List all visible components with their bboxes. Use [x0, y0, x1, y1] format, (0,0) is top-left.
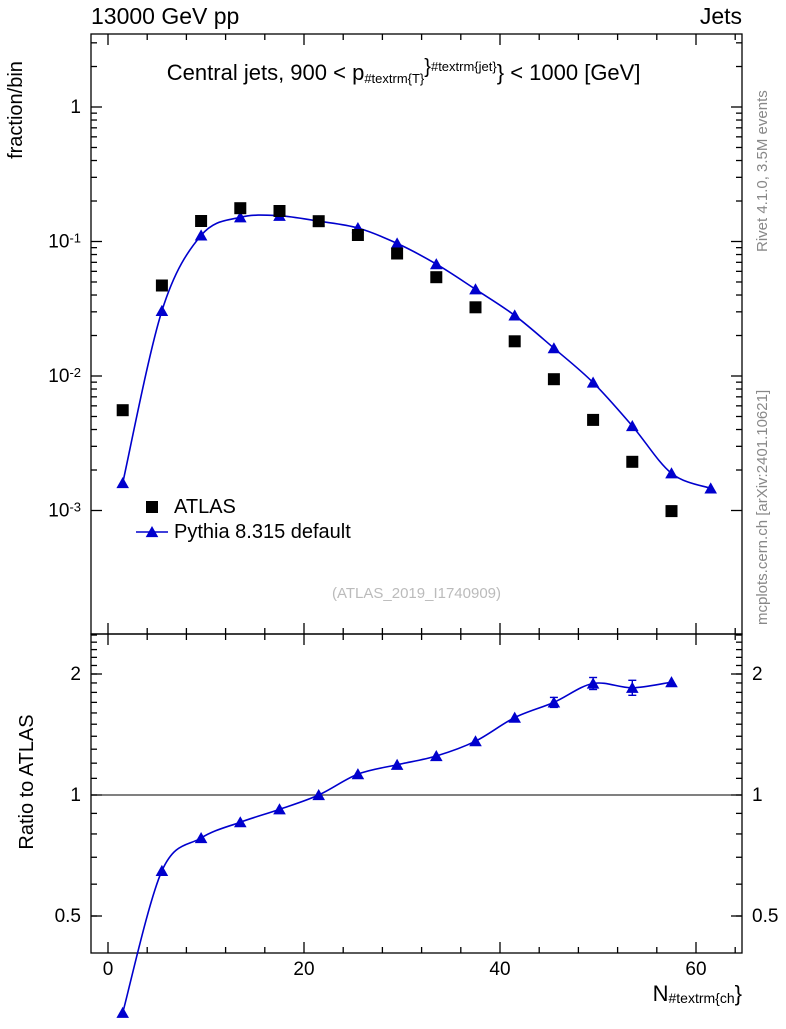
svg-text:(ATLAS_2019_I1740909): (ATLAS_2019_I1740909) — [332, 585, 501, 602]
svg-text:Jets: Jets — [700, 3, 742, 29]
svg-text:60: 60 — [685, 959, 706, 980]
svg-text:1: 1 — [752, 785, 763, 806]
svg-text:1: 1 — [70, 785, 81, 806]
svg-text:0.5: 0.5 — [55, 906, 81, 927]
svg-text:ATLAS: ATLAS — [174, 496, 236, 518]
svg-text:mcplots.cern.ch [arXiv:2401.10: mcplots.cern.ch [arXiv:2401.10621] — [754, 390, 771, 625]
svg-text:Rivet 4.1.0, 3.5M events: Rivet 4.1.0, 3.5M events — [754, 90, 771, 252]
svg-text:2: 2 — [752, 664, 763, 685]
svg-text:0: 0 — [103, 959, 114, 980]
svg-text:Pythia 8.315 default: Pythia 8.315 default — [174, 521, 351, 543]
svg-text:40: 40 — [489, 959, 510, 980]
svg-text:13000 GeV pp: 13000 GeV pp — [91, 3, 239, 29]
svg-text:Ratio to ATLAS: Ratio to ATLAS — [16, 714, 38, 849]
svg-text:0.5: 0.5 — [752, 906, 778, 927]
svg-text:2: 2 — [70, 664, 81, 685]
svg-text:1: 1 — [70, 97, 81, 118]
svg-text:20: 20 — [293, 959, 314, 980]
svg-text:fraction/bin: fraction/bin — [5, 61, 27, 159]
